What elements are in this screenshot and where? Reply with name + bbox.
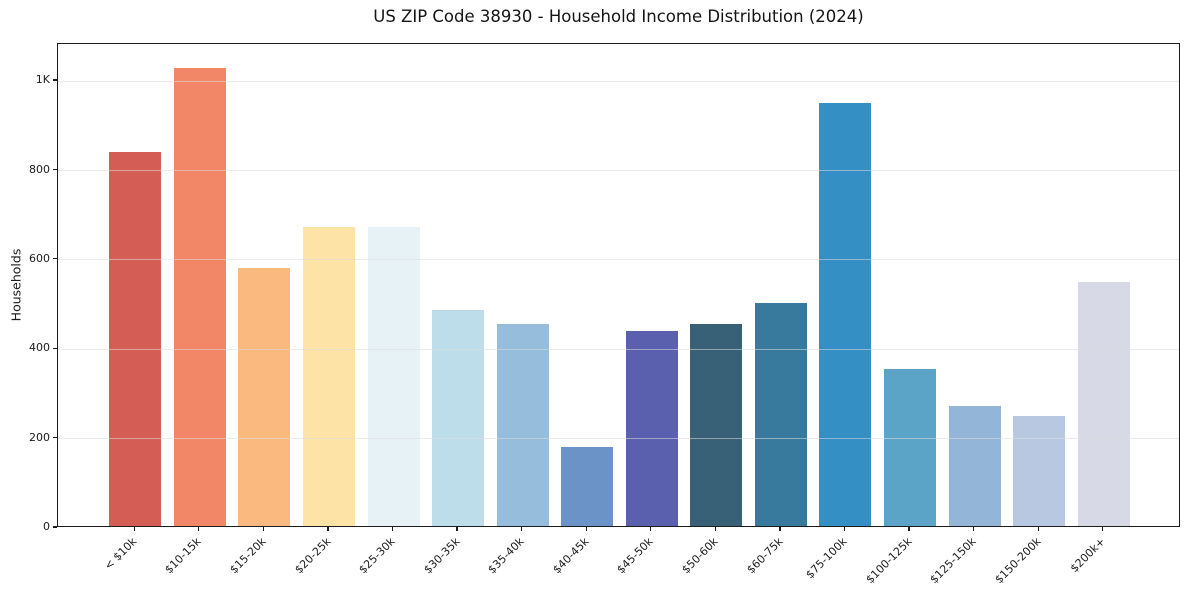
bar (238, 268, 291, 526)
bar (819, 102, 872, 526)
x-tick-mark (327, 527, 329, 531)
x-tick-mark (521, 527, 523, 531)
x-tick-mark (714, 527, 716, 531)
bar (1013, 415, 1066, 526)
x-tick-label: $100-125k (863, 535, 915, 587)
gridline (58, 438, 1179, 440)
x-tick-label: $35-40k (485, 535, 527, 577)
bar (754, 302, 807, 526)
x-tick-label: $150-200k (992, 535, 1044, 587)
x-tick-mark (650, 527, 652, 531)
x-tick-mark (1102, 527, 1104, 531)
bar (1077, 282, 1130, 526)
x-tick-mark (133, 527, 135, 531)
x-tick-mark (843, 527, 846, 531)
x-tick-mark (391, 527, 394, 531)
x-tick-mark (456, 527, 458, 531)
y-tick-label: 400 (29, 341, 50, 355)
x-tick-label: $200k+ (1067, 535, 1108, 576)
x-tick-label: $15-20k (227, 535, 269, 577)
bar (367, 226, 420, 526)
y-tick-mark (53, 168, 57, 171)
y-tick-mark (53, 258, 57, 260)
bar (948, 405, 1001, 526)
y-tick-label: 1K (35, 73, 50, 87)
x-tick-label: $60-75k (743, 535, 786, 577)
gridline (58, 259, 1179, 261)
bar (884, 368, 937, 526)
bar (173, 67, 226, 526)
y-tick-mark (53, 526, 57, 528)
x-tick-label: $20-25k (291, 535, 334, 577)
y-tick-label: 600 (29, 251, 50, 265)
x-tick-mark (908, 527, 910, 531)
x-tick-mark (585, 527, 587, 531)
x-tick-label: $50-60k (679, 535, 721, 577)
bar (690, 324, 743, 526)
bar (496, 324, 549, 526)
chart-title: US ZIP Code 38930 - Household Income Dis… (373, 7, 864, 26)
x-tick-label: $10-15k (162, 535, 204, 577)
x-tick-mark (262, 527, 265, 531)
bar (109, 151, 162, 526)
y-tick-mark (53, 437, 57, 439)
x-tick-label: $45-50k (614, 535, 656, 577)
x-axis: < $10k $10-15k $15-20k $20-25k $25-30k $30-35… (57, 527, 1180, 587)
plot-area (57, 43, 1180, 527)
x-tick-label: $40-45k (550, 535, 592, 577)
gridline (58, 170, 1179, 171)
y-tick-label: 0 (43, 520, 50, 533)
y-axis: 0 200 400 600 800 1K (0, 43, 57, 533)
gridline (58, 80, 1179, 82)
x-tick-label: $30-35k (421, 535, 463, 577)
gridline (58, 348, 1179, 350)
bar (432, 310, 485, 526)
bar (561, 446, 614, 526)
y-tick-mark (53, 347, 57, 349)
bar (625, 330, 678, 526)
x-tick-mark (1037, 527, 1039, 531)
x-tick-label: $125-150k (927, 535, 979, 587)
x-tick-mark (779, 527, 781, 531)
x-tick-label: < $10k (101, 535, 140, 573)
y-tick-mark (53, 79, 57, 81)
x-tick-label: $25-30k (356, 535, 398, 577)
x-tick-label: $75-100k (803, 535, 850, 582)
y-tick-label: 800 (29, 162, 50, 176)
bar (302, 226, 355, 526)
x-tick-mark (198, 527, 200, 531)
y-tick-label: 200 (29, 430, 50, 444)
x-tick-mark (972, 527, 975, 531)
